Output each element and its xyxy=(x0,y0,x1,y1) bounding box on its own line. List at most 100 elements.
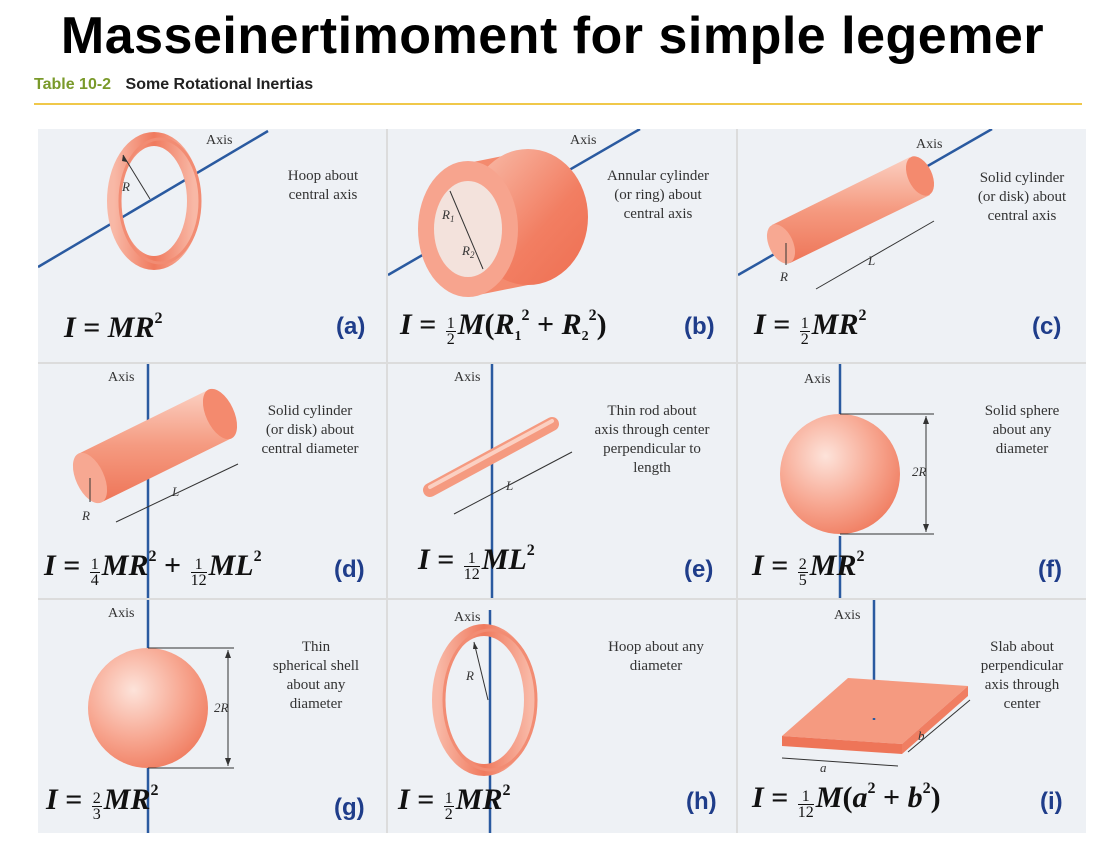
spherical-shell-illustration: 2R xyxy=(88,600,234,833)
hoop-central-axis-illustration: R xyxy=(38,129,269,270)
formula-term: ML xyxy=(208,549,254,582)
formula-lhs: I xyxy=(752,781,764,814)
description-line: perpendicular xyxy=(980,658,1064,674)
description-line: center xyxy=(1003,696,1041,712)
panel-slab: a b Axis Slab about perpendicular axis t… xyxy=(738,600,1086,833)
panel-label: (c) xyxy=(1032,313,1062,340)
panel-label: (e) xyxy=(684,556,714,583)
slab-illustration: a b xyxy=(781,600,971,775)
dim-l: L xyxy=(867,253,875,268)
panel-label: (a) xyxy=(336,313,366,340)
inertia-table: R Axis Hoop about central axis I = MR2 (… xyxy=(38,129,1086,833)
description: Slab about perpendicular axis through ce… xyxy=(960,638,1084,714)
header-rule xyxy=(34,103,1082,105)
description-line: Annular cylinder xyxy=(606,168,710,184)
axis-label: Axis xyxy=(454,370,481,385)
formula-term: b xyxy=(907,781,923,814)
hoop-diameter-illustration: R xyxy=(432,610,538,833)
formula: I = 1 2 MR2 xyxy=(398,782,511,823)
formula-fraction: 1 12 xyxy=(463,550,480,583)
page-title: Masseinertimoment for simple legemer xyxy=(60,7,1045,65)
panel-label: (f) xyxy=(1038,556,1062,583)
description-line: Hoop about any xyxy=(608,639,704,655)
panel-solid-cylinder-central-axis: R L Axis Solid cylinder (or disk) about … xyxy=(738,129,1086,362)
formula-lhs: I xyxy=(418,543,430,576)
thin-rod-illustration: L xyxy=(423,364,573,598)
formula-lhs: I xyxy=(398,783,410,816)
annular-cylinder-illustration: R1 R2 xyxy=(388,129,641,297)
dim-d: 2R xyxy=(912,464,927,479)
table-number: Table 10-2 xyxy=(34,76,112,93)
description-line: axis through xyxy=(984,677,1060,693)
panel-thin-rod: L Axis Thin rod about axis through cente… xyxy=(388,364,736,598)
description-line: diameter xyxy=(629,658,683,674)
panel-spherical-shell: 2R Axis Thin spherical shell about any d… xyxy=(38,600,386,833)
panel-hoop-diameter: R Axis Hoop about any diameter I = 1 2 MR2… xyxy=(388,600,736,833)
formula-lhs: I xyxy=(44,549,56,582)
description-line: perpendicular to xyxy=(603,441,701,457)
axis-label: Axis xyxy=(454,610,481,625)
formula-lhs: I xyxy=(46,783,58,816)
formula: I = 1 12 M(a2 + b2) xyxy=(752,780,941,821)
description-line: axis through center xyxy=(594,422,710,438)
dim-r1: R1 xyxy=(441,207,454,224)
dim-r: R xyxy=(465,668,474,683)
formula-term: MR xyxy=(811,308,859,341)
formula-lhs: I xyxy=(64,311,76,344)
description: Hoop about any diameter xyxy=(584,638,728,676)
formula-exp: 2 xyxy=(154,310,163,327)
description-line: central diameter xyxy=(261,441,359,457)
description-line: Solid sphere xyxy=(984,403,1060,419)
axis-label: Axis xyxy=(206,133,233,148)
formula-fraction: 1 12 xyxy=(190,556,207,589)
description-line: central axis xyxy=(623,206,693,222)
axis-label: Axis xyxy=(834,608,861,623)
description: Thin spherical shell about any diameter xyxy=(256,638,376,714)
formula: I = 1 2 M(R12 + R22) xyxy=(400,307,607,348)
dim-r2: R2 xyxy=(461,243,475,260)
axis-label: Axis xyxy=(916,137,943,152)
formula: I = 1 12 ML2 xyxy=(418,542,535,583)
dim-r: R xyxy=(121,179,130,194)
formula: I = MR2 xyxy=(64,310,163,344)
formula-term: MR xyxy=(101,549,149,582)
panel-solid-cylinder-diameter: R L Axis Solid cylinder (or disk) about … xyxy=(38,364,386,598)
dim-r: R xyxy=(81,508,90,523)
formula-term: R xyxy=(561,308,582,341)
formula-mass: M xyxy=(457,308,485,341)
description: Thin rod about axis through center perpe… xyxy=(572,402,732,478)
formula-term: MR xyxy=(107,311,155,344)
description-line: Thin rod about xyxy=(607,403,697,419)
formula-mass: M xyxy=(815,781,843,814)
axis-label: Axis xyxy=(108,370,135,385)
formula-lhs: I xyxy=(752,549,764,582)
formula-term: ML xyxy=(481,543,527,576)
description-line: about any xyxy=(992,422,1052,438)
description-line: (or disk) about xyxy=(265,422,355,438)
axis-label: Axis xyxy=(804,372,831,387)
formula-term: MR xyxy=(809,549,857,582)
solid-cylinder-axis-illustration: R L xyxy=(738,129,993,290)
axis-label: Axis xyxy=(570,133,597,148)
description-line: length xyxy=(633,460,671,476)
table-header: Table 10-2 Some Rotational Inertias xyxy=(34,76,313,94)
panel-label: (g) xyxy=(334,794,365,821)
dim-a: a xyxy=(820,760,827,775)
description-line: central axis xyxy=(288,187,358,203)
table-caption: Some Rotational Inertias xyxy=(125,76,314,93)
formula: I = 2 5 MR2 xyxy=(752,548,865,589)
panel-label: (b) xyxy=(684,313,715,340)
formula-term: a xyxy=(852,781,868,814)
formula-fraction: 1 12 xyxy=(797,788,814,821)
description-line: spherical shell xyxy=(272,658,360,674)
formula: I = 1 2 MR2 xyxy=(754,307,867,348)
description-line: Solid cylinder xyxy=(267,403,353,419)
description-line: about any xyxy=(286,677,346,693)
panel-label: (h) xyxy=(686,788,717,815)
description: Solid cylinder (or disk) about central a… xyxy=(962,169,1082,226)
